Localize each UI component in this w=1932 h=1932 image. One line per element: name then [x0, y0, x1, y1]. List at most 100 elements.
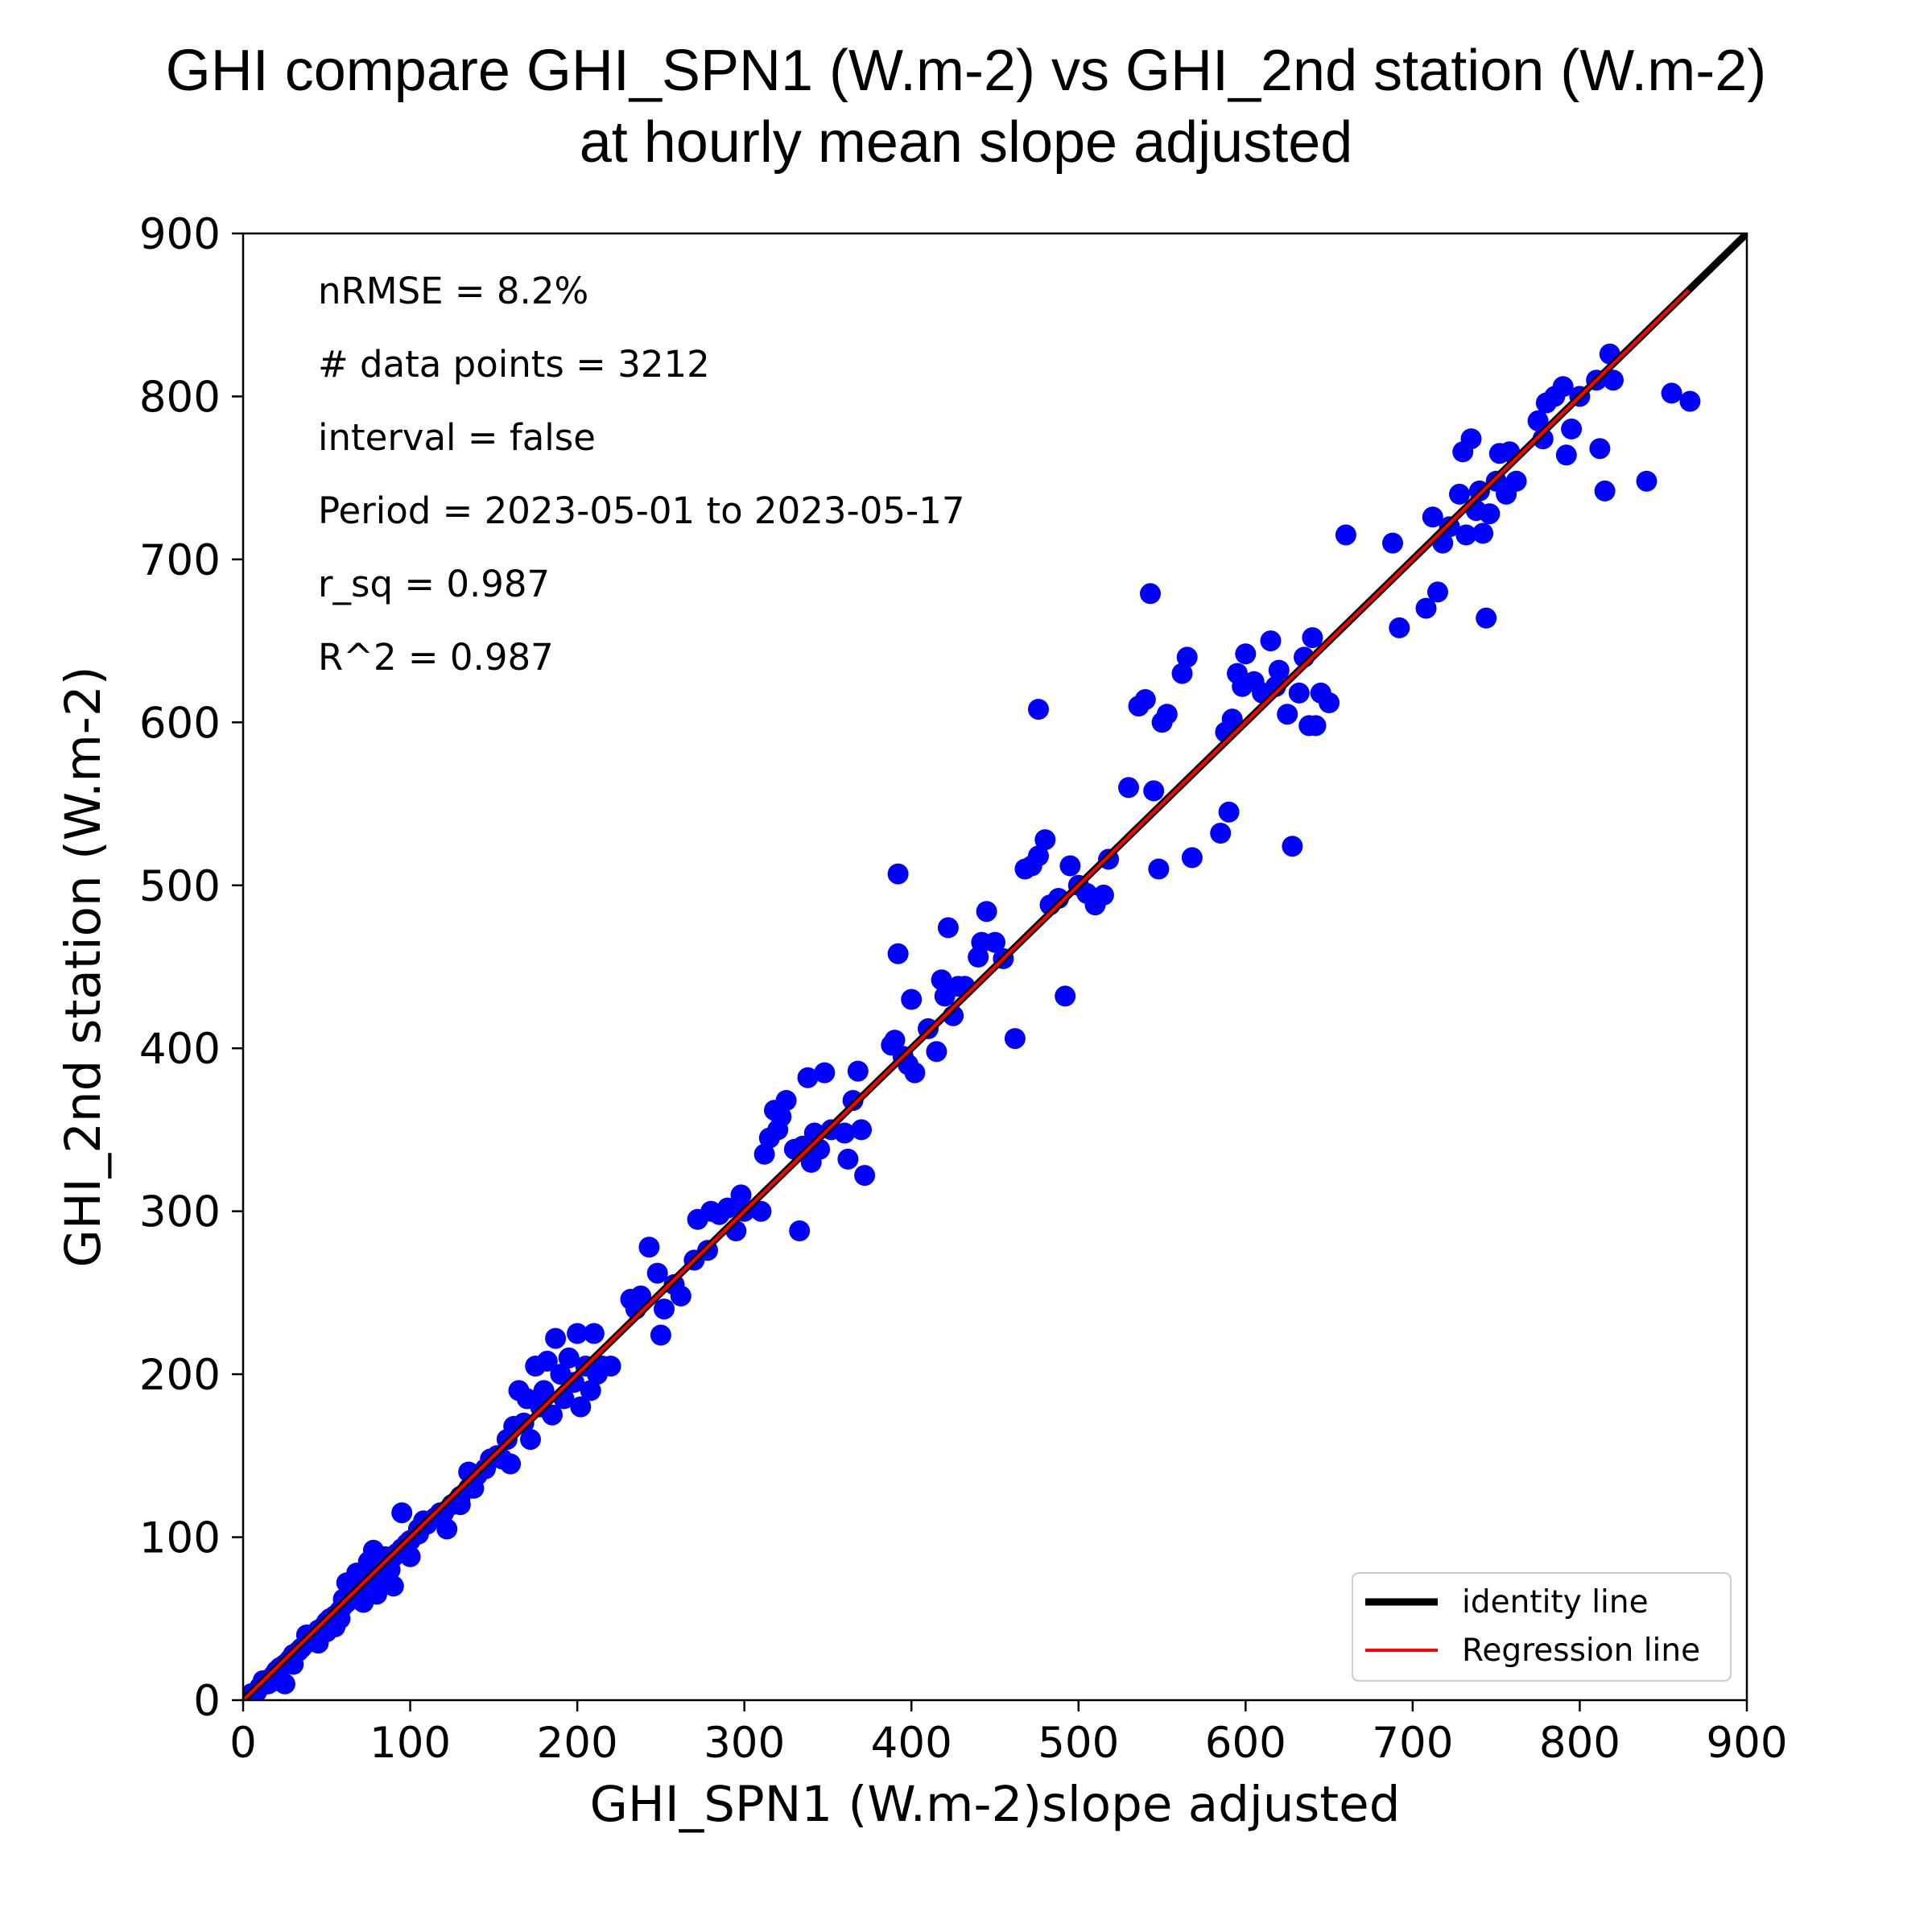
data-point-71: [391, 1502, 413, 1524]
data-point-167: [1004, 1028, 1026, 1050]
y-tick-label: 300: [139, 1188, 221, 1237]
data-point-200: [1235, 643, 1257, 665]
data-point-203: [1260, 630, 1282, 652]
data-point-251: [1661, 382, 1682, 404]
data-point-231: [1479, 503, 1501, 525]
data-point-152: [901, 989, 923, 1010]
chart-title-line-2: at hourly mean slope adjusted: [580, 110, 1353, 175]
data-point-223: [1449, 483, 1470, 505]
data-point-243: [1561, 418, 1583, 440]
data-point-103: [583, 1323, 605, 1344]
data-point-237: [1527, 410, 1549, 431]
data-point-51: [274, 1673, 295, 1695]
data-point-153: [904, 1062, 926, 1084]
data-point-171: [1034, 829, 1056, 851]
data-point-131: [775, 1090, 797, 1111]
data-point-94: [545, 1327, 567, 1349]
stat-period: Period = 2023-05-01 to 2023-05-17: [318, 489, 964, 532]
data-point-191: [1028, 699, 1049, 720]
data-point-208: [1288, 682, 1310, 704]
reference-lines: [243, 233, 1747, 1700]
data-point-156: [931, 969, 952, 991]
stat-data-points: # data points = 3212: [318, 343, 710, 386]
y-tick-label: 100: [139, 1514, 221, 1563]
data-point-215: [1335, 524, 1356, 546]
data-point-72: [399, 1546, 421, 1567]
data-point-92: [536, 1350, 558, 1372]
data-point-214: [1319, 692, 1340, 713]
data-point-155: [926, 1041, 947, 1063]
data-point-135: [797, 1067, 819, 1088]
x-tick-label: 900: [1706, 1719, 1787, 1768]
x-axis-label: GHI_SPN1 (W.m-2)slope adjusted: [590, 1776, 1401, 1833]
data-point-97: [558, 1347, 580, 1368]
x-tick-label: 400: [871, 1719, 952, 1768]
data-point-175: [1059, 855, 1081, 877]
data-point-174: [1055, 985, 1076, 1007]
data-point-217: [1389, 617, 1410, 638]
data-point-126: [753, 1143, 775, 1165]
y-tick-label: 400: [139, 1025, 221, 1074]
data-point-88: [520, 1429, 541, 1451]
data-point-197: [1221, 708, 1243, 730]
data-point-179: [1092, 884, 1114, 906]
data-point-123: [730, 1184, 752, 1206]
data-point-112: [650, 1324, 671, 1346]
data-point-109: [630, 1285, 651, 1307]
data-point-111: [646, 1262, 668, 1284]
data-point-113: [654, 1298, 675, 1320]
data-point-125: [750, 1200, 772, 1222]
data-point-188: [1171, 663, 1193, 684]
data-point-196: [1218, 801, 1240, 823]
data-point-110: [638, 1236, 660, 1258]
data-point-75: [436, 1518, 458, 1540]
y-axis-ticks: 0 100 200 300 400 500 600 700 800 900: [139, 210, 243, 1726]
data-point-189: [1176, 646, 1198, 668]
data-point-193: [1140, 583, 1161, 605]
y-tick-label: 700: [139, 536, 221, 585]
data-point-206: [1277, 704, 1298, 725]
data-point-100: [570, 1396, 592, 1418]
data-point-106: [600, 1356, 621, 1377]
data-point-141: [834, 1122, 856, 1144]
y-tick-label: 800: [139, 373, 221, 422]
data-point-252: [1679, 390, 1701, 412]
x-tick-label: 0: [229, 1719, 257, 1768]
data-point-164: [976, 901, 997, 923]
stats-annotations: nRMSE = 8.2% # data points = 3212 interv…: [318, 270, 964, 679]
y-axis-label: GHI_2nd station (W.m-2): [55, 666, 112, 1267]
data-point-145: [851, 1119, 872, 1141]
chart-title-line-1: GHI compare GHI_SPN1 (W.m-2) vs GHI_2nd …: [166, 39, 1766, 103]
data-point-207: [1282, 836, 1303, 857]
data-point-250: [1636, 470, 1657, 492]
data-point-216: [1382, 532, 1403, 554]
x-tick-label: 600: [1205, 1719, 1286, 1768]
x-tick-label: 500: [1038, 1719, 1119, 1768]
data-point-249: [1603, 369, 1624, 391]
data-point-149: [887, 943, 909, 964]
data-point-246: [1589, 438, 1611, 460]
legend: identity line Regression line: [1352, 1572, 1732, 1682]
data-point-211: [1302, 627, 1323, 649]
data-point-190: [1181, 847, 1203, 869]
data-point-170: [1028, 845, 1049, 867]
data-point-229: [1472, 522, 1494, 544]
legend-identity-label: identity line: [1462, 1584, 1649, 1620]
data-point-93: [542, 1404, 563, 1426]
data-point-83: [500, 1453, 522, 1475]
data-point-158: [937, 917, 959, 939]
stat-r-sq: r_sq = 0.987: [318, 563, 550, 605]
data-point-192: [887, 863, 909, 885]
data-point-70: [382, 1575, 404, 1597]
data-point-183: [1134, 689, 1156, 710]
data-point-205: [1268, 659, 1290, 681]
y-tick-label: 900: [139, 210, 221, 259]
data-point-185: [1148, 858, 1170, 880]
regression-line: [243, 289, 1690, 1700]
data-point-194: [1210, 823, 1232, 844]
x-tick-label: 100: [369, 1719, 451, 1768]
data-point-133: [789, 1220, 811, 1241]
data-point-76: [449, 1494, 471, 1516]
data-point-226: [1460, 428, 1482, 450]
